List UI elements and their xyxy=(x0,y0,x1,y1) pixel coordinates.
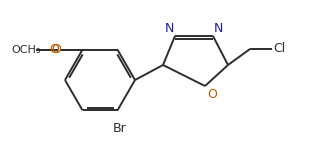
Text: N: N xyxy=(165,22,174,35)
Text: OCH₃: OCH₃ xyxy=(11,45,41,55)
Text: OCH₃: OCH₃ xyxy=(0,143,1,144)
Text: Cl: Cl xyxy=(273,42,285,55)
Text: O: O xyxy=(207,88,217,101)
Text: O: O xyxy=(51,43,62,56)
Text: Br: Br xyxy=(113,122,126,135)
Text: O: O xyxy=(50,43,59,56)
Text: N: N xyxy=(214,22,223,35)
